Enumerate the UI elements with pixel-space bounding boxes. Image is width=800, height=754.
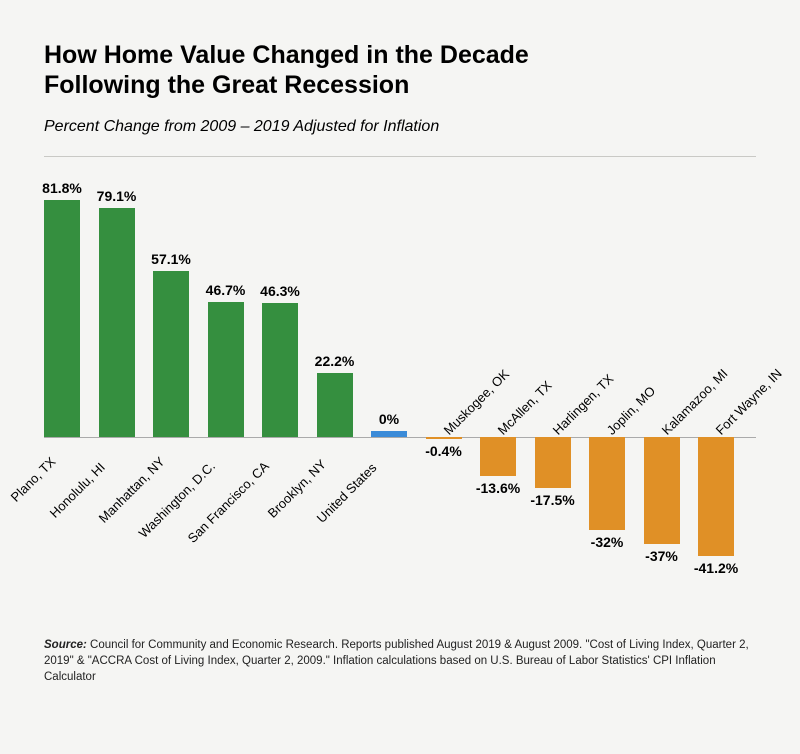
source-citation: Source: Council for Community and Econom… [44, 637, 756, 685]
bar-group: 0%United States [371, 187, 407, 627]
bar-group: 46.7%Washington, D.C. [208, 187, 244, 627]
bar [99, 208, 135, 437]
bar [317, 373, 353, 437]
bar-group: -17.5%Harlingen, TX [535, 187, 571, 627]
bar-value-label: 79.1% [91, 188, 141, 204]
bar [262, 303, 298, 437]
bar [208, 302, 244, 437]
bar-group: 46.3%San Francisco, CA [262, 187, 298, 627]
source-label: Source: [44, 639, 87, 651]
bar-group: 81.8%Plano, TX [44, 187, 80, 627]
bar-group: -32%Joplin, MO [589, 187, 625, 627]
chart-title: How Home Value Changed in the Decade Fol… [44, 40, 756, 100]
bar-group: -0.4%Muskogee, OK [426, 187, 462, 627]
bar-value-label: -13.6% [473, 480, 523, 496]
bar-value-label: 81.8% [37, 180, 87, 196]
title-line-2: Following the Great Recession [44, 71, 409, 99]
bar-group: 57.1%Manhattan, NY [153, 187, 189, 627]
bar-group: -41.2%Fort Wayne, IN [698, 187, 734, 627]
bar [426, 437, 462, 439]
bar-value-label: 46.7% [200, 282, 250, 298]
bar-value-label: 46.3% [255, 283, 305, 299]
bar-group: 22.2%Brooklyn, NY [317, 187, 353, 627]
bar-value-label: 0% [364, 411, 414, 427]
bar-group: 79.1%Honolulu, HI [99, 187, 135, 627]
bar [371, 431, 407, 437]
bar-value-label: -32% [582, 534, 632, 550]
bar-value-label: -41.2% [691, 560, 741, 576]
bar [644, 437, 680, 544]
header-divider [44, 156, 756, 157]
bar [153, 271, 189, 437]
bar-category-label: Fort Wayne, IN [713, 366, 785, 438]
bar-group: -37%Kalamazoo, MI [644, 187, 680, 627]
bar-category-label: Plano, TX [7, 454, 58, 505]
bar-value-label: -17.5% [527, 492, 577, 508]
bar-chart: 81.8%Plano, TX 79.1%Honolulu, HI 57.1%Manh… [44, 187, 756, 627]
bar-value-label: -37% [636, 548, 686, 564]
bar-value-label: 57.1% [146, 251, 196, 267]
bar-value-label: 22.2% [309, 353, 359, 369]
bar [698, 437, 734, 556]
bar [44, 200, 80, 437]
bar-value-label: -0.4% [418, 443, 468, 459]
title-line-1: How Home Value Changed in the Decade [44, 41, 529, 69]
bar [589, 437, 625, 530]
source-text: Council for Community and Economic Resea… [44, 639, 749, 683]
bar-group: -13.6%McAllen, TX [480, 187, 516, 627]
bar [535, 437, 571, 488]
bar [480, 437, 516, 476]
chart-subtitle: Percent Change from 2009 – 2019 Adjusted… [44, 118, 756, 136]
